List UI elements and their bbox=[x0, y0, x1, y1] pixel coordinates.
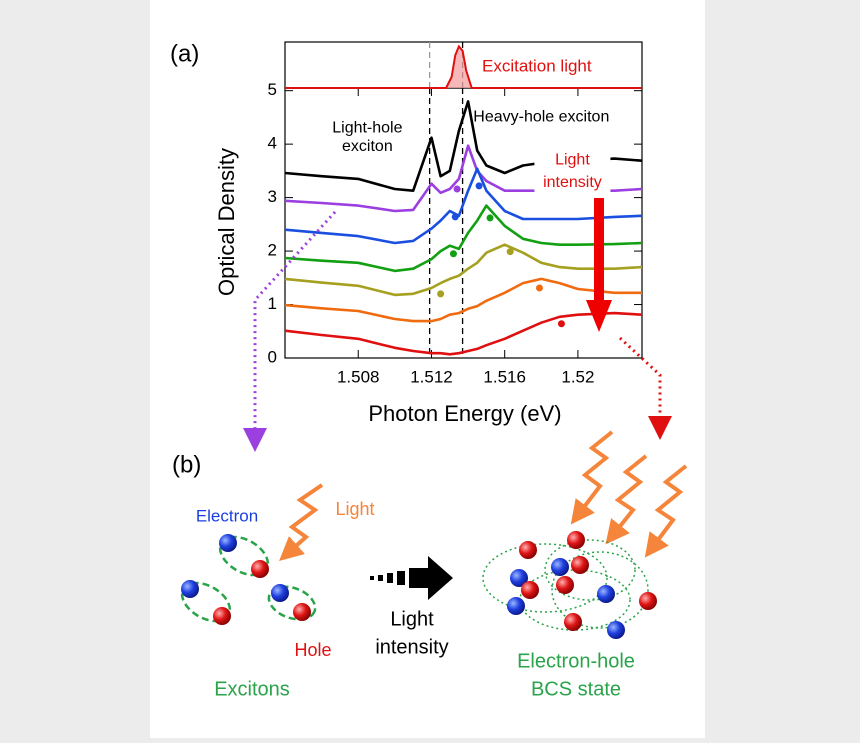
intensity-arrow bbox=[586, 198, 612, 332]
plot: 0 1 2 3 4 5 1.508 1.512 1.516 1.52 Excitation ligh… bbox=[268, 41, 643, 386]
x-tick-label: 1.508 bbox=[337, 367, 380, 386]
x-axis-label: Photon Energy (eV) bbox=[368, 401, 561, 426]
peak-marker bbox=[506, 248, 514, 256]
excitation-area bbox=[285, 46, 642, 88]
annotation-background bbox=[534, 149, 611, 172]
annotation: Light-hole bbox=[332, 119, 402, 136]
peak-marker bbox=[449, 250, 457, 258]
arrow-label: Light bbox=[390, 608, 434, 630]
figure-background bbox=[150, 0, 705, 738]
bcs-label: BCS state bbox=[531, 678, 621, 700]
x-tick-label: 1.52 bbox=[561, 367, 594, 386]
annotation: exciton bbox=[342, 138, 393, 155]
light-label: Light bbox=[335, 499, 374, 519]
spectrum-line bbox=[284, 277, 642, 323]
peak-marker bbox=[453, 185, 461, 193]
hole-label: Hole bbox=[294, 640, 331, 660]
x-tick-label: 1.516 bbox=[483, 367, 526, 386]
y-tick-label: 4 bbox=[268, 134, 277, 153]
spectrum-line bbox=[284, 311, 643, 356]
peak-marker bbox=[486, 214, 494, 222]
particles bbox=[181, 531, 657, 639]
spectrum-line bbox=[284, 167, 643, 245]
guide-arrow bbox=[618, 336, 672, 440]
peak-marker bbox=[451, 213, 459, 221]
y-tick-label: 3 bbox=[268, 187, 277, 206]
electron-label: Electron bbox=[196, 506, 258, 525]
peak-marker bbox=[557, 320, 565, 328]
bcs-label: Electron-hole bbox=[517, 650, 635, 672]
spectrum-line bbox=[284, 204, 643, 273]
y-tick-label: 0 bbox=[268, 347, 277, 366]
excitons-label: Excitons bbox=[214, 678, 290, 700]
y-axis-label: Optical Density bbox=[214, 148, 239, 296]
light-rays bbox=[279, 430, 688, 561]
intensity-arrow bbox=[370, 556, 453, 600]
x-tick-label: 1.512 bbox=[410, 367, 453, 386]
y-tick-label: 2 bbox=[268, 241, 277, 260]
annotation: Light bbox=[555, 151, 590, 168]
annotation: Heavy-hole exciton bbox=[473, 109, 609, 126]
panel-label: (a) bbox=[170, 40, 199, 67]
excitation-line bbox=[285, 44, 642, 89]
annotation: intensity bbox=[543, 174, 602, 191]
y-tick-label: 5 bbox=[268, 80, 277, 99]
peak-marker bbox=[437, 290, 445, 298]
spectrum-line bbox=[284, 243, 643, 297]
excitation-label: Excitation light bbox=[482, 56, 592, 75]
peak-marker bbox=[535, 284, 543, 292]
panel-label: (b) bbox=[172, 451, 201, 478]
peak-marker bbox=[475, 182, 483, 190]
arrow-label: intensity bbox=[375, 636, 448, 658]
annotation-background bbox=[534, 171, 611, 194]
y-tick-label: 1 bbox=[268, 294, 277, 313]
